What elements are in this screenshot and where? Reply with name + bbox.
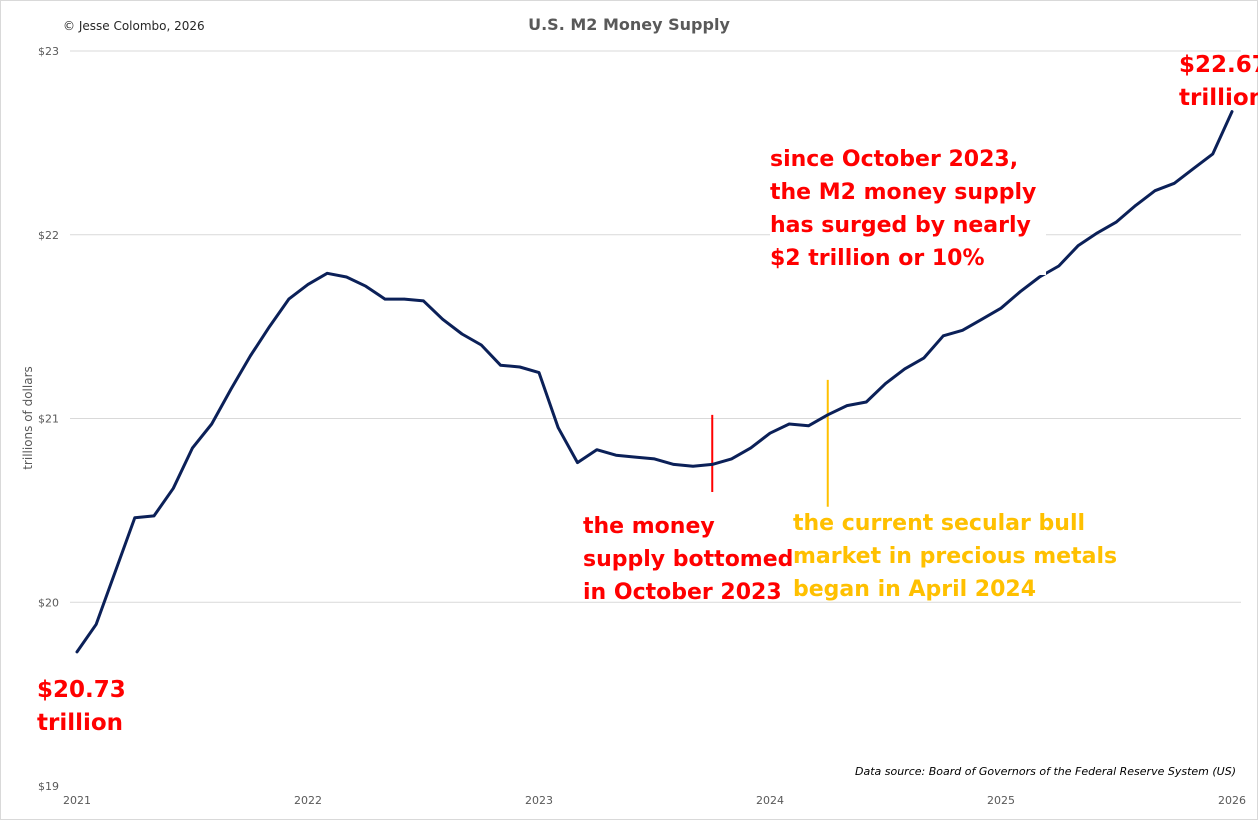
data-point bbox=[634, 455, 637, 459]
data-point bbox=[730, 457, 733, 461]
data-point bbox=[903, 367, 906, 371]
x-tick-label: 2025 bbox=[987, 794, 1015, 807]
data-point bbox=[1153, 189, 1157, 192]
data-point bbox=[1057, 264, 1060, 268]
data-point bbox=[749, 446, 752, 450]
data-point bbox=[1096, 231, 1099, 235]
bottom-annotation: the money supply bottomed in October 202… bbox=[583, 514, 794, 605]
data-point bbox=[499, 364, 502, 367]
data-point bbox=[845, 404, 849, 407]
data-point bbox=[1173, 182, 1176, 185]
data-point bbox=[172, 487, 175, 490]
y-tick-label: $22 bbox=[38, 229, 59, 242]
data-point bbox=[1115, 220, 1118, 224]
data-point bbox=[980, 318, 983, 321]
data-point bbox=[672, 463, 675, 466]
data-point bbox=[518, 365, 521, 369]
x-tick-label: 2022 bbox=[294, 794, 322, 807]
data-point bbox=[595, 448, 598, 451]
chart-title: U.S. M2 Money Supply bbox=[528, 15, 730, 34]
data-point bbox=[807, 424, 810, 428]
data-point bbox=[441, 318, 444, 321]
data-point bbox=[383, 297, 387, 301]
data-point bbox=[999, 307, 1003, 310]
data-point bbox=[942, 334, 945, 338]
data-point bbox=[922, 356, 926, 360]
data-point bbox=[480, 343, 483, 347]
start-value-annotation: $20.73 trillion bbox=[37, 677, 126, 736]
y-tick-label: $21 bbox=[38, 413, 59, 426]
y-tick-label: $20 bbox=[38, 596, 59, 609]
data-point bbox=[614, 454, 618, 457]
data-point bbox=[114, 569, 117, 573]
data-point bbox=[268, 325, 271, 328]
data-point bbox=[364, 285, 367, 288]
data-point bbox=[1211, 152, 1214, 156]
data-point bbox=[788, 422, 791, 426]
x-tick-label: 2024 bbox=[756, 794, 784, 807]
end-value-annotation: $22.67 trillion bbox=[1179, 52, 1258, 111]
x-tick-label: 2021 bbox=[63, 794, 91, 807]
data-point bbox=[1038, 275, 1041, 279]
data-point bbox=[95, 623, 98, 626]
surge-annotation: since October 2023, the M2 money supply … bbox=[770, 143, 1047, 275]
data-point bbox=[191, 446, 194, 450]
data-point bbox=[711, 463, 714, 466]
data-point bbox=[229, 387, 233, 391]
x-tick-label: 2023 bbox=[525, 794, 553, 807]
data-point bbox=[1134, 204, 1137, 207]
data-point bbox=[884, 382, 887, 385]
data-point bbox=[865, 400, 868, 404]
data-point bbox=[422, 299, 425, 303]
data-point bbox=[287, 297, 290, 301]
data-point bbox=[460, 332, 464, 336]
data-point bbox=[249, 354, 252, 358]
data-point bbox=[152, 514, 156, 518]
data-point bbox=[1019, 290, 1022, 293]
data-source-note: Data source: Board of Governors of the F… bbox=[854, 765, 1236, 778]
y-tick-label: $23 bbox=[38, 45, 59, 58]
bull-market-annotation: the current secular bull market in preci… bbox=[793, 511, 1118, 602]
data-point bbox=[768, 432, 772, 435]
y-axis-label: trillions of dollars bbox=[21, 366, 35, 470]
data-point bbox=[826, 413, 829, 417]
data-point bbox=[133, 516, 136, 519]
data-point bbox=[961, 329, 964, 332]
data-point bbox=[210, 422, 213, 426]
data-point bbox=[403, 297, 406, 301]
data-point bbox=[537, 371, 541, 374]
data-point bbox=[1192, 167, 1195, 170]
y-tick-label: $19 bbox=[38, 780, 59, 793]
data-point bbox=[345, 275, 348, 279]
data-point bbox=[576, 461, 579, 464]
data-point bbox=[691, 465, 695, 468]
x-tick-label: 2026 bbox=[1218, 794, 1246, 807]
data-point bbox=[1230, 110, 1234, 113]
data-point bbox=[326, 272, 329, 275]
data-point bbox=[557, 426, 560, 429]
copyright-text: © Jesse Colombo, 2026 bbox=[63, 19, 205, 33]
data-point bbox=[1076, 244, 1080, 247]
data-point bbox=[306, 283, 310, 286]
data-point bbox=[653, 457, 656, 461]
data-point bbox=[75, 650, 79, 654]
